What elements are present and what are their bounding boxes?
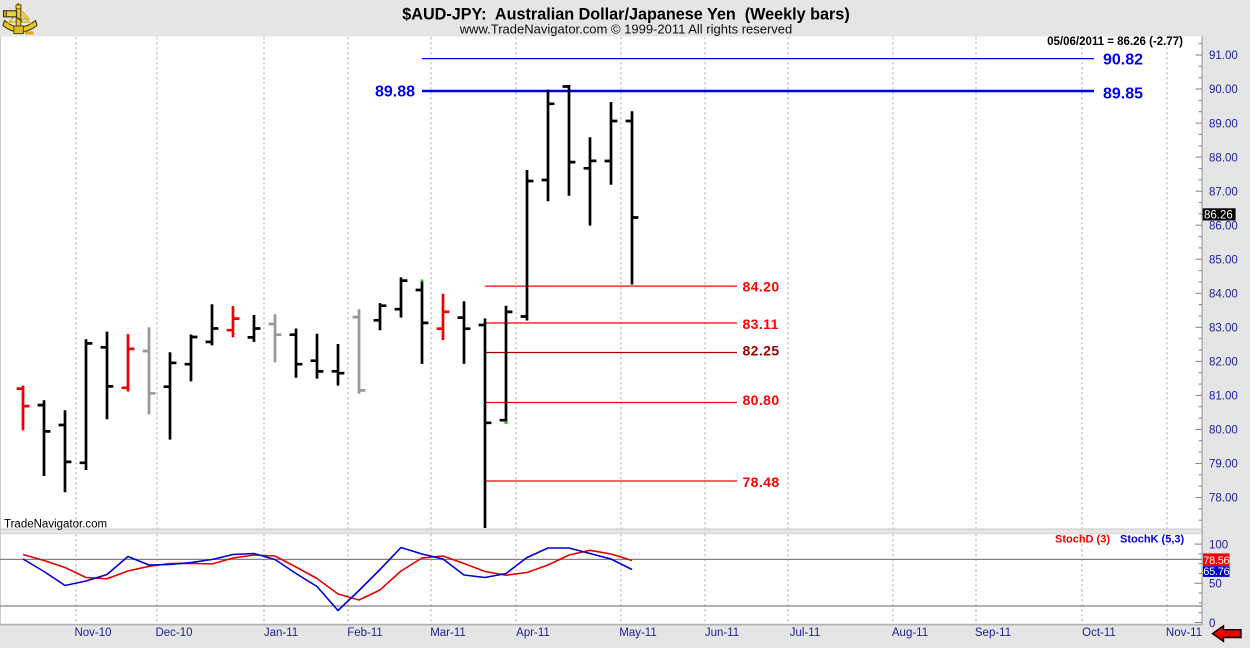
svg-text:Jun-11: Jun-11: [705, 627, 739, 639]
svg-text:Feb-11: Feb-11: [347, 627, 383, 639]
svg-text:50: 50: [1209, 579, 1222, 591]
svg-text:Aug-11: Aug-11: [892, 627, 928, 639]
svg-text:www.TradeNavigator.com © 1999-: www.TradeNavigator.com © 1999-2011 All r…: [459, 22, 793, 37]
svg-text:Jul-11: Jul-11: [790, 627, 820, 639]
svg-text:Dec-10: Dec-10: [155, 627, 192, 639]
svg-text:78.00: 78.00: [1209, 493, 1238, 505]
svg-text:90.00: 90.00: [1209, 84, 1238, 96]
svg-text:83.11: 83.11: [743, 316, 779, 332]
svg-text:StochK (5,3): StochK (5,3): [1120, 534, 1185, 546]
svg-text:78.48: 78.48: [743, 474, 780, 490]
svg-text:80.00: 80.00: [1209, 425, 1238, 437]
svg-text:81.00: 81.00: [1209, 391, 1238, 403]
svg-text:65.76: 65.76: [1203, 566, 1229, 578]
svg-text:Oct-11: Oct-11: [1082, 627, 1116, 639]
svg-text:100: 100: [1209, 539, 1228, 551]
svg-text:0: 0: [1209, 618, 1215, 630]
svg-text:87.00: 87.00: [1209, 186, 1238, 198]
svg-text:TradeNavigator.com: TradeNavigator.com: [4, 519, 107, 531]
svg-text:78.56: 78.56: [1203, 555, 1229, 567]
svg-text:88.00: 88.00: [1209, 152, 1238, 164]
svg-text:84.00: 84.00: [1209, 289, 1238, 301]
svg-text:StochD (3): StochD (3): [1055, 534, 1110, 546]
svg-text:82.25: 82.25: [743, 343, 780, 359]
svg-text:89.00: 89.00: [1209, 118, 1238, 130]
svg-text:89.85: 89.85: [1103, 86, 1143, 103]
svg-text:Nov-10: Nov-10: [74, 627, 111, 639]
svg-text:79.00: 79.00: [1209, 459, 1238, 471]
svg-text:May-11: May-11: [619, 627, 657, 639]
svg-text:89.88: 89.88: [375, 84, 415, 101]
svg-text:83.00: 83.00: [1209, 323, 1238, 335]
svg-text:Jan-11: Jan-11: [264, 627, 298, 639]
svg-text:86.00: 86.00: [1209, 220, 1238, 232]
svg-text:80.80: 80.80: [743, 392, 780, 408]
svg-text:85.00: 85.00: [1209, 254, 1238, 266]
svg-text:86.26: 86.26: [1204, 209, 1233, 221]
svg-text:84.20: 84.20: [743, 278, 780, 294]
svg-text:Mar-11: Mar-11: [430, 627, 466, 639]
svg-text:90.82: 90.82: [1103, 52, 1143, 69]
svg-text:05/06/2011 = 86.26 (-2.77): 05/06/2011 = 86.26 (-2.77): [1047, 36, 1183, 48]
svg-text:Nov-11: Nov-11: [1166, 627, 1202, 639]
svg-text:Apr-11: Apr-11: [516, 627, 550, 639]
svg-text:$AUD-JPY: Australian Dollar/J: $AUD-JPY: Australian Dollar/Japanese Yen…: [402, 6, 849, 24]
svg-text:Sep-11: Sep-11: [975, 627, 1011, 639]
svg-text:82.00: 82.00: [1209, 357, 1238, 369]
svg-text:91.00: 91.00: [1209, 50, 1238, 62]
